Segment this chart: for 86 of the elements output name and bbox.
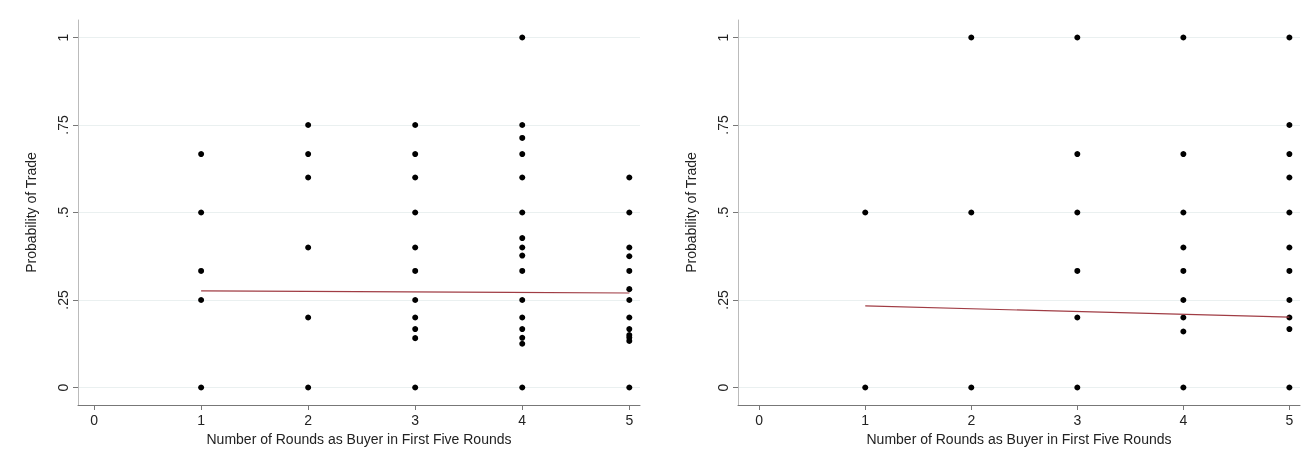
point <box>412 209 419 216</box>
x-tick-label: 1 <box>197 412 206 428</box>
y-tick-label: .25 <box>715 290 731 310</box>
x-tick-label: 4 <box>518 412 527 428</box>
point <box>862 384 869 391</box>
point <box>1286 326 1293 333</box>
point <box>519 244 526 251</box>
point <box>412 174 419 181</box>
point <box>626 267 633 274</box>
point <box>626 326 633 333</box>
y-tick-label: 1 <box>715 33 731 42</box>
point <box>198 151 205 158</box>
point <box>519 314 526 321</box>
x-tick-label: 0 <box>755 412 764 428</box>
y-axis-title: Probability of Trade <box>23 151 39 273</box>
x-tick-label: 3 <box>411 412 420 428</box>
point <box>412 267 419 274</box>
point <box>1286 122 1293 128</box>
point <box>1180 151 1187 158</box>
point <box>305 122 312 128</box>
y-axis-title: Probability of Trade <box>683 151 699 273</box>
point <box>1074 267 1081 274</box>
y-tick-label: .5 <box>715 206 731 219</box>
x-axis-title: Number of Rounds as Buyer in First Five Rounds <box>866 430 1172 447</box>
y-tick-label: 0 <box>715 383 731 392</box>
point <box>519 209 526 216</box>
point <box>1286 151 1293 158</box>
x-tick-label: 2 <box>304 412 313 428</box>
point <box>626 253 633 260</box>
x-tick-label: 5 <box>625 412 634 428</box>
point <box>519 252 526 259</box>
point <box>1286 267 1293 274</box>
point <box>519 151 526 158</box>
point <box>1286 384 1293 391</box>
x-tick-label: 2 <box>967 412 976 428</box>
point <box>412 151 419 158</box>
point <box>412 244 419 251</box>
y-tick-label: .5 <box>55 206 71 219</box>
point <box>412 384 419 391</box>
point <box>1286 34 1293 41</box>
point <box>305 174 312 181</box>
point <box>862 209 869 216</box>
point <box>412 297 419 303</box>
point <box>519 334 526 341</box>
y-tick-label: .25 <box>55 290 71 310</box>
point <box>1286 244 1293 251</box>
point <box>519 267 526 274</box>
x-tick-label: 1 <box>861 412 870 428</box>
point <box>1074 151 1081 158</box>
x-tick-label: 3 <box>1073 412 1082 428</box>
point <box>412 314 419 321</box>
point <box>519 174 526 181</box>
point <box>412 326 419 333</box>
point <box>412 122 419 128</box>
point <box>198 384 205 391</box>
point <box>519 235 526 242</box>
point <box>1180 267 1187 274</box>
point <box>305 244 312 251</box>
y-tick-label: .75 <box>55 115 71 135</box>
point <box>519 134 526 141</box>
point <box>198 209 205 216</box>
x-axis-title: Number of Rounds as Buyer in First Five Rounds <box>206 430 512 447</box>
point <box>1286 174 1293 181</box>
point <box>412 335 419 342</box>
x-tick-label: 4 <box>1179 412 1188 428</box>
point <box>1286 297 1293 303</box>
point <box>305 314 312 321</box>
point <box>519 297 526 303</box>
point <box>519 34 526 41</box>
point <box>626 286 633 293</box>
point <box>519 326 526 333</box>
point <box>626 297 633 303</box>
point <box>519 340 526 347</box>
point <box>1286 209 1293 216</box>
x-tick-label: 0 <box>90 412 99 428</box>
x-tick-label: 5 <box>1285 412 1294 428</box>
point <box>305 151 312 158</box>
point <box>198 267 205 274</box>
y-tick-label: 0 <box>55 383 71 392</box>
point <box>305 384 312 391</box>
point <box>519 122 526 128</box>
point <box>519 384 526 391</box>
point <box>1180 297 1187 303</box>
point <box>198 297 205 303</box>
y-tick-label: .75 <box>715 115 731 135</box>
y-tick-label: 1 <box>55 33 71 42</box>
